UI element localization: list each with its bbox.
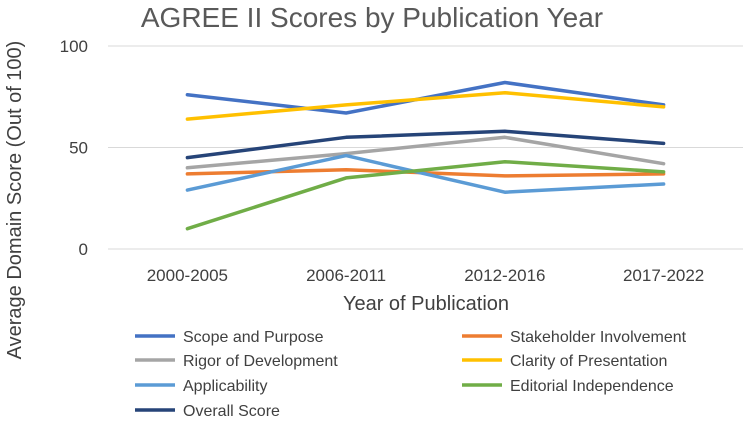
x-axis-title: Year of Publication: [343, 293, 509, 315]
legend-label: Applicability: [183, 378, 267, 395]
x-tick-label: 2012-2016: [464, 266, 545, 285]
series-lines: [185, 80, 666, 231]
y-tick-label: 0: [79, 240, 88, 259]
x-axis-ticks: 2000-2005 2006-2011 2012-2016 2017-2022: [147, 266, 705, 285]
legend-item-stakeholder-involvement: Stakeholder Involvement: [462, 329, 687, 346]
series-line-overall-score: [185, 129, 666, 160]
legend: Scope and Purpose Stakeholder Involvement…: [135, 329, 687, 420]
series-line-editorial-independence: [185, 159, 666, 231]
legend-label: Editorial Independence: [510, 378, 674, 395]
legend-label: Rigor of Development: [183, 353, 338, 370]
legend-item-scope-and-purpose: Scope and Purpose: [135, 329, 324, 346]
x-tick-label: 2000-2005: [147, 266, 228, 285]
gridlines: [108, 45, 743, 250]
legend-label: Stakeholder Involvement: [510, 329, 687, 346]
series-line-rigor-of-development: [185, 135, 666, 170]
legend-item-editorial-independence: Editorial Independence: [462, 378, 674, 395]
legend-label: Overall Score: [183, 403, 280, 420]
y-tick-label: 100: [60, 37, 88, 56]
y-axis-ticks: 0 50 100: [60, 37, 88, 259]
x-tick-label: 2006-2011: [306, 266, 386, 285]
series-line-applicability: [185, 153, 666, 194]
legend-item-clarity-of-presentation: Clarity of Presentation: [462, 353, 667, 370]
y-axis-title: Average Domain Score (Out of 100): [4, 41, 26, 360]
legend-item-rigor-of-development: Rigor of Development: [135, 353, 338, 370]
legend-item-applicability: Applicability: [135, 378, 267, 395]
legend-label: Scope and Purpose: [183, 329, 324, 346]
legend-label: Clarity of Presentation: [510, 353, 667, 370]
x-tick-label: 2017-2022: [623, 266, 704, 285]
legend-item-overall-score: Overall Score: [135, 403, 280, 420]
y-tick-label: 50: [69, 139, 88, 158]
series-line-clarity-of-presentation: [185, 90, 666, 121]
chart-title: AGREE II Scores by Publication Year: [141, 2, 603, 33]
